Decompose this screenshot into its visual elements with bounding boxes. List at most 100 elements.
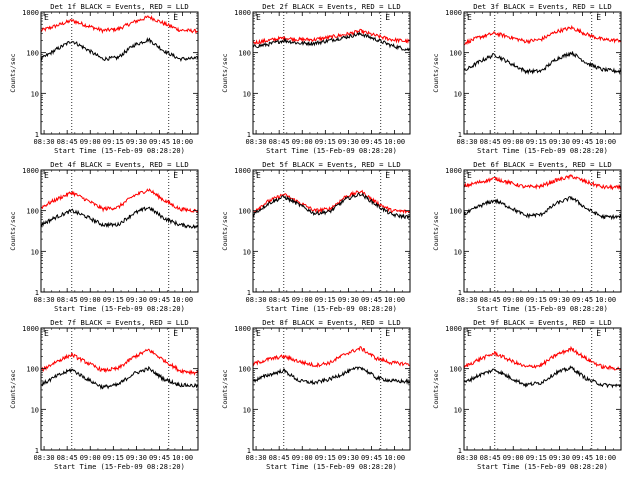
y-tick-label: 1 bbox=[458, 447, 462, 455]
plot-frame bbox=[252, 327, 411, 451]
y-axis-label: Counts/sec bbox=[9, 53, 17, 92]
x-tick-label: 10:00 bbox=[172, 454, 193, 462]
y-tick-label: 10 bbox=[454, 248, 462, 256]
x-tick-label: 09:15 bbox=[315, 454, 336, 462]
plot-frame bbox=[40, 11, 199, 135]
series-events-line bbox=[464, 365, 621, 389]
y-tick-label: 10 bbox=[243, 90, 251, 98]
panel-det-4: Det 4f BLACK = Events, RED = LLD 1 10 100 10… bbox=[9, 160, 199, 313]
panel-title: Det 1f BLACK = Events, RED = LLD bbox=[50, 2, 188, 11]
x-tick-label: 09:30 bbox=[549, 454, 570, 462]
series-events-line bbox=[253, 192, 410, 220]
y-tick-label: 100 bbox=[238, 366, 251, 374]
y-tick-label: 1000 bbox=[234, 167, 251, 175]
series-events-line bbox=[253, 366, 410, 386]
y-tick-label: 100 bbox=[449, 366, 462, 374]
series-lld-line bbox=[41, 188, 198, 214]
x-tick-label: 08:30 bbox=[34, 454, 55, 462]
plot-frame bbox=[463, 327, 622, 451]
y-tick-label: 1000 bbox=[22, 325, 39, 333]
x-tick-label: 09:30 bbox=[126, 296, 147, 304]
y-tick-label: 1 bbox=[458, 289, 462, 297]
plot-frame bbox=[463, 169, 622, 293]
eclipse-marker-label: E bbox=[173, 329, 178, 338]
panel-det-7: Det 7f BLACK = Events, RED = LLD 1 10 100 10… bbox=[9, 318, 199, 471]
eclipse-marker-label: E bbox=[385, 329, 390, 338]
y-tick-label: 1 bbox=[247, 289, 251, 297]
x-tick-label: 09:00 bbox=[503, 138, 524, 146]
x-tick-label: 09:45 bbox=[149, 454, 170, 462]
x-tick-label: 10:00 bbox=[172, 138, 193, 146]
plot-frame bbox=[40, 169, 199, 293]
series-lld-line bbox=[41, 14, 198, 35]
y-tick-label: 1 bbox=[247, 447, 251, 455]
x-tick-label: 09:00 bbox=[80, 138, 101, 146]
x-tick-label: 08:45 bbox=[57, 454, 78, 462]
y-axis-label: Counts/sec bbox=[432, 53, 440, 92]
x-tick-label: 09:15 bbox=[526, 454, 547, 462]
x-tick-label: 09:15 bbox=[315, 138, 336, 146]
eclipse-marker-label: E bbox=[385, 171, 390, 180]
x-tick-label: 09:30 bbox=[126, 454, 147, 462]
panel-title: Det 6f BLACK = Events, RED = LLD bbox=[473, 160, 611, 169]
x-tick-label: 08:45 bbox=[57, 138, 78, 146]
plot-frame bbox=[463, 11, 622, 135]
x-tick-label: 09:45 bbox=[572, 296, 593, 304]
eclipse-marker-label: E bbox=[256, 13, 261, 22]
x-axis-label: Start Time (15-Feb-09 08:28:20) bbox=[54, 147, 185, 155]
x-tick-label: 09:15 bbox=[315, 296, 336, 304]
x-tick-label: 09:00 bbox=[503, 454, 524, 462]
series-lld-line bbox=[253, 189, 410, 214]
y-tick-label: 100 bbox=[449, 208, 462, 216]
x-tick-label: 08:30 bbox=[246, 296, 267, 304]
y-tick-label: 1000 bbox=[234, 9, 251, 17]
y-tick-label: 100 bbox=[26, 50, 39, 58]
x-tick-label: 10:00 bbox=[595, 296, 616, 304]
x-axis-label: Start Time (15-Feb-09 08:28:20) bbox=[266, 147, 397, 155]
y-tick-label: 10 bbox=[31, 406, 39, 414]
eclipse-marker-label: E bbox=[44, 329, 49, 338]
x-tick-label: 09:45 bbox=[361, 454, 382, 462]
y-tick-label: 100 bbox=[238, 50, 251, 58]
series-lld-line bbox=[41, 348, 198, 376]
eclipse-marker-label: E bbox=[596, 329, 601, 338]
y-tick-label: 1 bbox=[35, 289, 39, 297]
eclipse-marker-label: E bbox=[467, 171, 472, 180]
x-tick-label: 09:30 bbox=[338, 296, 359, 304]
panel-title: Det 8f BLACK = Events, RED = LLD bbox=[262, 318, 400, 327]
series-events-line bbox=[41, 365, 198, 391]
x-tick-label: 09:15 bbox=[103, 296, 124, 304]
x-tick-label: 08:30 bbox=[34, 296, 55, 304]
x-axis-label: Start Time (15-Feb-09 08:28:20) bbox=[477, 463, 608, 471]
y-tick-label: 1 bbox=[247, 131, 251, 139]
series-events-line bbox=[41, 36, 198, 63]
panel-title: Det 4f BLACK = Events, RED = LLD bbox=[50, 160, 188, 169]
panel-det-1: Det 1f BLACK = Events, RED = LLD 1 10 100 10… bbox=[9, 2, 199, 155]
x-tick-label: 09:15 bbox=[526, 138, 547, 146]
x-tick-label: 08:30 bbox=[457, 138, 478, 146]
x-tick-label: 09:15 bbox=[103, 454, 124, 462]
panel-title: Det 9f BLACK = Events, RED = LLD bbox=[473, 318, 611, 327]
x-tick-label: 09:45 bbox=[361, 296, 382, 304]
series-events-line bbox=[41, 206, 198, 230]
x-tick-label: 09:00 bbox=[292, 138, 313, 146]
eclipse-marker-label: E bbox=[44, 171, 49, 180]
x-tick-label: 10:00 bbox=[595, 454, 616, 462]
series-lld-line bbox=[464, 174, 621, 191]
x-tick-label: 09:00 bbox=[80, 454, 101, 462]
x-tick-label: 09:00 bbox=[503, 296, 524, 304]
series-lld-line bbox=[253, 28, 410, 45]
series-lld-line bbox=[464, 345, 621, 371]
x-tick-label: 09:30 bbox=[338, 454, 359, 462]
x-axis-label: Start Time (15-Feb-09 08:28:20) bbox=[477, 305, 608, 313]
x-tick-label: 09:45 bbox=[572, 138, 593, 146]
y-axis-label: Counts/sec bbox=[221, 369, 229, 408]
x-tick-label: 09:45 bbox=[149, 296, 170, 304]
x-tick-label: 10:00 bbox=[595, 138, 616, 146]
eclipse-marker-label: E bbox=[596, 171, 601, 180]
x-axis-label: Start Time (15-Feb-09 08:28:20) bbox=[54, 463, 185, 471]
x-tick-label: 08:30 bbox=[457, 296, 478, 304]
x-axis-label: Start Time (15-Feb-09 08:28:20) bbox=[54, 305, 185, 313]
x-tick-label: 09:45 bbox=[361, 138, 382, 146]
x-tick-label: 08:45 bbox=[269, 454, 290, 462]
